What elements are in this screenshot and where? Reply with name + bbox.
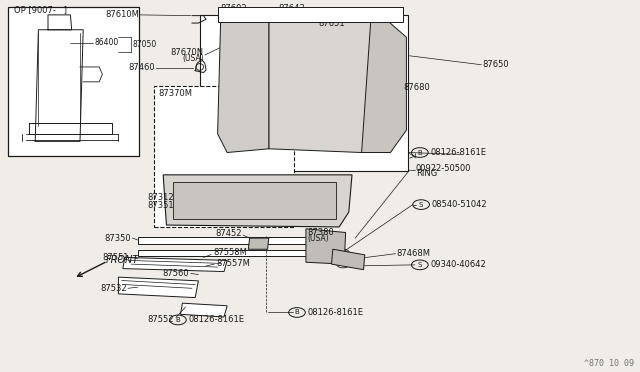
Text: B: B: [175, 317, 180, 323]
Text: 87602: 87602: [221, 4, 248, 13]
Text: 87680: 87680: [403, 83, 430, 92]
Text: 87312: 87312: [147, 193, 174, 202]
Text: 00922-50500: 00922-50500: [416, 164, 472, 173]
Text: 87551: 87551: [103, 253, 129, 262]
Text: 86400: 86400: [94, 38, 118, 47]
Text: 87452: 87452: [216, 229, 242, 238]
Text: 87380: 87380: [307, 228, 334, 237]
Text: 87651: 87651: [318, 19, 345, 28]
Text: 87603: 87603: [230, 10, 257, 19]
Text: 87560: 87560: [163, 269, 189, 278]
Text: 87532: 87532: [100, 284, 127, 293]
Text: 08540-51042: 08540-51042: [431, 200, 487, 209]
Bar: [154, 86, 294, 227]
Polygon shape: [218, 15, 269, 153]
Text: 87460: 87460: [128, 63, 155, 72]
Text: 87643: 87643: [278, 4, 305, 13]
Polygon shape: [163, 175, 352, 227]
Text: 08126-8161E: 08126-8161E: [188, 315, 244, 324]
Bar: [138, 250, 336, 256]
Bar: [138, 237, 333, 244]
Text: 87552: 87552: [148, 315, 174, 324]
Text: 08126-8161E: 08126-8161E: [307, 308, 364, 317]
Text: 87370M: 87370M: [159, 89, 193, 98]
Text: 87468M: 87468M: [397, 249, 431, 258]
Text: B: B: [294, 310, 300, 315]
Text: S: S: [418, 262, 422, 268]
Polygon shape: [306, 229, 346, 264]
Bar: [8, 7, 139, 156]
Text: 87670N: 87670N: [170, 48, 204, 57]
Bar: [173, 182, 336, 219]
Text: 87351: 87351: [147, 201, 174, 210]
Polygon shape: [362, 15, 406, 153]
Text: 87350: 87350: [104, 234, 131, 243]
Text: RING: RING: [416, 169, 437, 178]
Text: S: S: [419, 202, 423, 208]
Text: B: B: [417, 150, 422, 155]
Text: 87610M: 87610M: [105, 10, 139, 19]
Text: 08126-8161E: 08126-8161E: [430, 148, 486, 157]
Text: (USA): (USA): [182, 54, 204, 63]
Text: FRONT: FRONT: [106, 256, 139, 265]
Polygon shape: [248, 238, 269, 249]
Bar: [218, 7, 403, 22]
Polygon shape: [118, 277, 198, 298]
Text: (USA): (USA): [307, 234, 329, 243]
Text: 09340-40642: 09340-40642: [430, 260, 486, 269]
Text: 87557M: 87557M: [216, 259, 250, 268]
Polygon shape: [269, 15, 381, 153]
Text: ^870 10 09: ^870 10 09: [584, 359, 634, 368]
Polygon shape: [332, 249, 365, 270]
Text: 87650: 87650: [483, 60, 509, 69]
Text: OP [9007-   ]: OP [9007- ]: [14, 5, 67, 14]
Bar: [200, 15, 408, 171]
Text: 87050: 87050: [132, 40, 157, 49]
Polygon shape: [123, 257, 227, 272]
Polygon shape: [180, 303, 227, 317]
Text: 87558M: 87558M: [213, 248, 247, 257]
